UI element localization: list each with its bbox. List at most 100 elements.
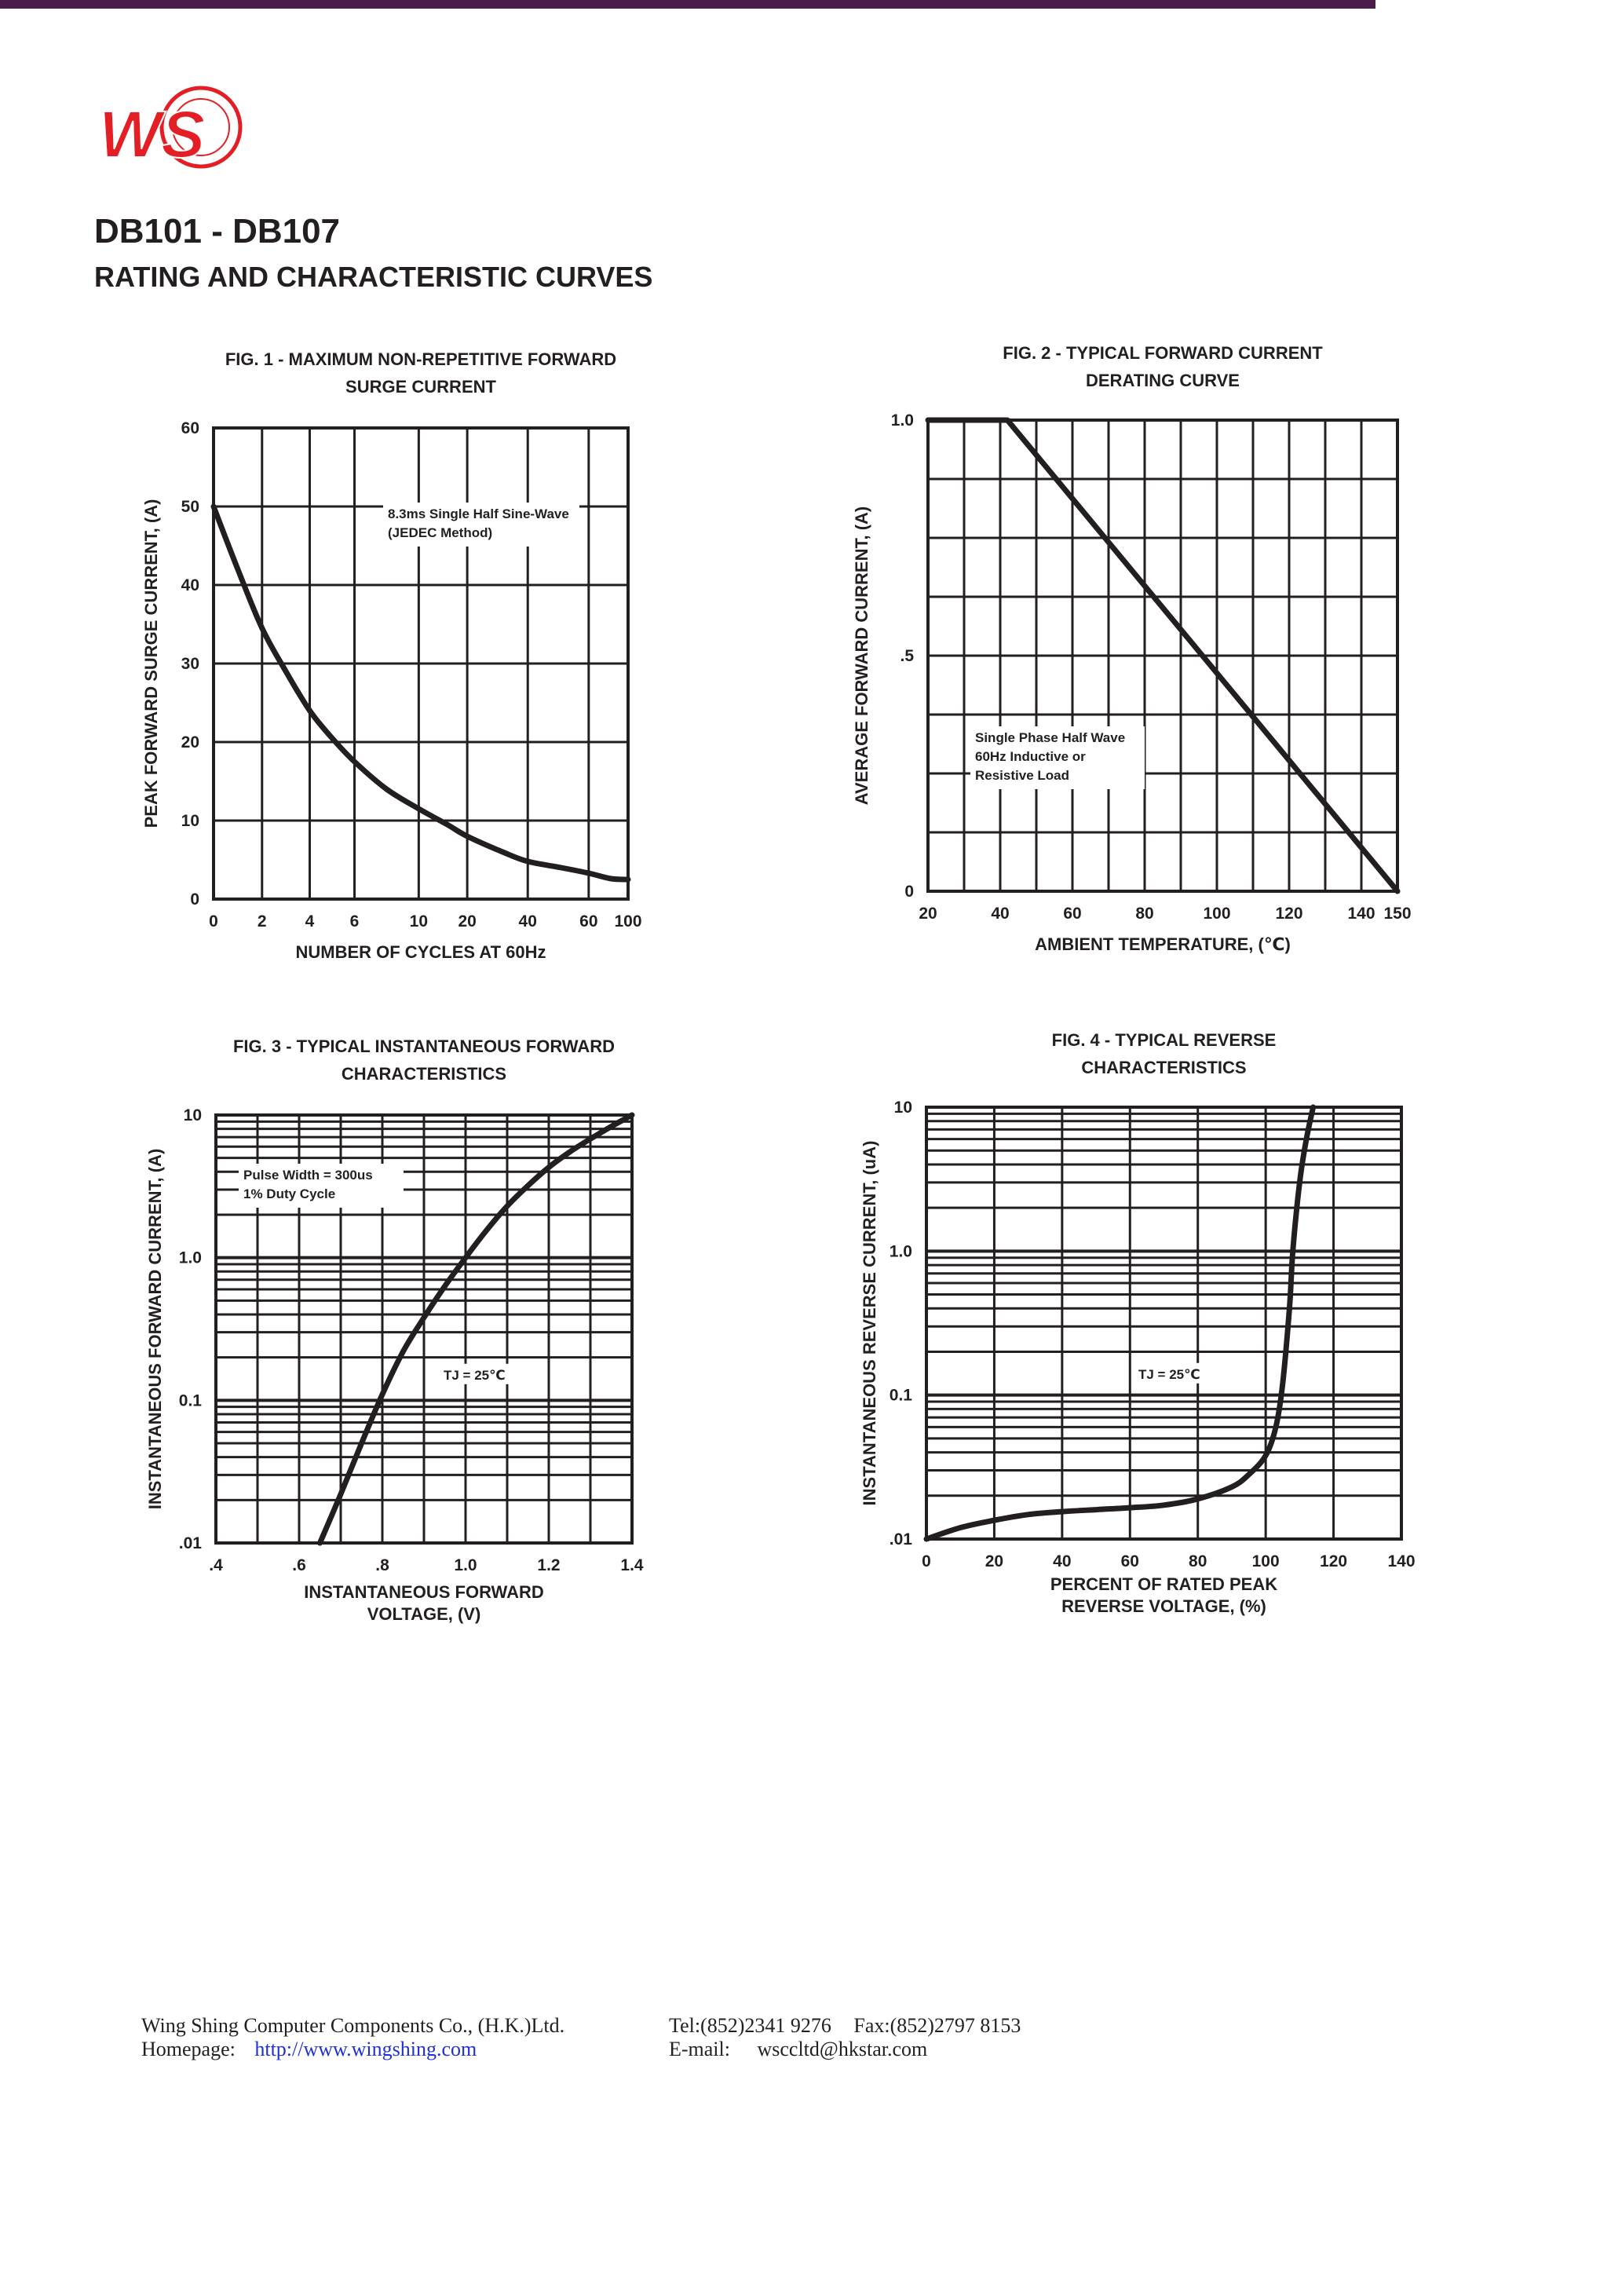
x-tick-label: 140 [1347,905,1375,923]
y-tick-label: 0.1 [890,1387,913,1405]
x-tick-label: .8 [375,1556,389,1574]
fig3-chart-svg: Pulse Width = 300us 1% Duty Cycle TJ = 25℃… [145,1036,644,1624]
fig3-annotation: Pulse Width = 300us 1% Duty Cycle [239,1164,404,1208]
y-tick-label: 10 [184,1106,202,1124]
y-tick-label: .01 [179,1534,203,1552]
tj-label-background [1134,1362,1212,1384]
y-tick-label: 20 [181,733,199,751]
x-axis-label-line: REVERSE VOLTAGE, (%) [1061,1596,1266,1616]
x-tick-label: 20 [458,912,476,930]
homepage-label: Homepage: [141,2038,236,2060]
plot-frame [212,426,630,901]
footer-homepage: Homepage: http://www.wingshing.com [141,2038,477,2061]
tj-label: TJ = 25℃ [1138,1367,1200,1382]
x-tick-label: 120 [1275,905,1302,923]
fig2-grid [926,419,1399,893]
y-tick-label: 10 [181,812,199,830]
x-tick-label: 100 [1252,1552,1280,1570]
y-axis-label: INSTANTANEOUS REVERSE CURRENT, (uA) [860,1141,879,1506]
chart-title-line: FIG. 3 - TYPICAL INSTANTANEOUS FORWARD [233,1036,615,1056]
x-tick-label: 60 [1121,1552,1139,1570]
x-tick-label: 20 [985,1552,1003,1570]
annotation-text: 1% Duty Cycle [243,1186,335,1201]
fig2-derating-chart: Single Phase Half Wave 60Hz Inductive or R… [852,342,1622,1048]
x-tick-label: 0 [209,912,218,930]
chart-title-line: FIG. 2 - TYPICAL FORWARD CURRENT [1003,343,1323,363]
fig2-annotation: Single Phase Half Wave 60Hz Inductive or R… [970,726,1145,789]
fig4-reverse-characteristics-chart: TJ = 25℃ 0 20 40 60 80 100 120 140 .01 0.1 1.0 10 FIG… [852,1029,1622,1735]
y-tick-label: 0.1 [179,1391,203,1409]
company-logo: WS [98,86,243,172]
annotation-text: Pulse Width = 300us [243,1168,373,1183]
tel-text: Tel:(852)2341 9276 [669,2014,831,2037]
fig1-annotation: 8.3ms Single Half Sine-Wave (JEDEC Method… [383,503,579,547]
chart-title-line: DERATING CURVE [1086,371,1240,390]
annotation-text: 8.3ms Single Half Sine-Wave [388,506,569,521]
footer-company: Wing Shing Computer Components Co., (H.K… [141,2014,565,2037]
y-tick-label: 60 [181,419,199,437]
y-tick-label: .01 [890,1530,913,1548]
fig1-surge-current-chart: 8.3ms Single Half Sine-Wave (JEDEC Method… [141,345,926,1052]
email-address[interactable]: wsccltd@hkstar.com [757,2038,928,2060]
x-tick-label: 1.4 [620,1556,644,1574]
y-tick-label: 1.0 [179,1249,202,1267]
homepage-link[interactable]: http://www.wingshing.com [254,2038,477,2060]
annotation-text: Single Phase Half Wave [975,730,1125,745]
x-tick-label: 60 [1063,905,1081,923]
x-axis-label-line: INSTANTANEOUS FORWARD [304,1582,544,1602]
x-tick-label: 4 [305,912,315,930]
x-axis-label-line: VOLTAGE, (V) [367,1604,481,1624]
x-tick-label: 40 [1053,1552,1071,1570]
fig3-forward-characteristics-chart: Pulse Width = 300us 1% Duty Cycle TJ = 25℃… [141,1033,926,1739]
fig2-series-line [925,417,1401,894]
x-tick-label: 80 [1135,905,1153,923]
annotation-text: (JEDEC Method) [388,525,492,540]
x-axis-label-line: PERCENT OF RATED PEAK [1050,1574,1277,1594]
title-rule [0,0,1375,9]
annotation-text: 60Hz Inductive or [975,749,1086,764]
chart-title-line: CHARACTERISTICS [1081,1058,1246,1077]
fig3-grid [214,1113,634,1545]
fig1-chart-svg: 8.3ms Single Half Sine-Wave (JEDEC Method… [141,349,642,962]
chart-title-line: FIG. 1 - MAXIMUM NON-REPETITIVE FORWARD [225,349,616,369]
tj-label-background [439,1363,517,1384]
fig3-series-line [317,1112,635,1546]
y-tick-label: 0 [904,883,914,901]
annotation-background [383,503,579,547]
fig4-chart-svg: TJ = 25℃ 0 20 40 60 80 100 120 140 .01 0.1 1.0 10 FIG… [860,1030,1416,1616]
x-tick-label: 10 [410,912,428,930]
annotation-background [239,1164,404,1208]
svg-text:WS: WS [99,97,205,171]
x-axis-label: NUMBER OF CYCLES AT 60Hz [295,942,546,962]
x-tick-label: .6 [292,1556,306,1574]
x-tick-label: 40 [519,912,537,930]
y-tick-label: 40 [181,576,199,594]
fig4-series-line [923,1104,1317,1542]
document-title: DB101 - DB107 [94,212,341,250]
y-tick-label: 50 [181,498,199,516]
x-tick-label: 6 [350,912,360,930]
logo-seal: WS [98,86,243,172]
footer-email: E-mail: wsccltd@hkstar.com [669,2038,927,2061]
x-tick-label: 100 [614,912,641,930]
y-axis-label: PEAK FORWARD SURGE CURRENT, (A) [141,499,161,828]
x-tick-label: 120 [1320,1552,1347,1570]
x-tick-label: 140 [1387,1552,1415,1570]
x-tick-label: 60 [579,912,597,930]
email-label: E-mail: [669,2038,730,2060]
annotation-text: Resistive Load [975,768,1069,783]
x-tick-label: 2 [258,912,267,930]
chart-title-line: SURGE CURRENT [345,377,496,397]
y-axis-label: AVERAGE FORWARD CURRENT, (A) [852,506,871,806]
fig1-grid [212,426,630,901]
tj-label: TJ = 25℃ [444,1368,506,1383]
fig1-series-line [210,503,631,883]
x-tick-label: 80 [1189,1552,1207,1570]
footer-phone: Tel:(852)2341 9276 Fax:(852)2797 8153 [669,2014,1021,2038]
fax-text: Fax:(852)2797 8153 [853,2014,1021,2037]
plot-frame [926,419,1399,893]
x-tick-label: 150 [1383,905,1411,923]
y-tick-label: .5 [900,647,914,665]
x-axis-label: AMBIENT TEMPERATURE, (℃) [1035,934,1291,954]
y-tick-label: 0 [190,890,199,909]
